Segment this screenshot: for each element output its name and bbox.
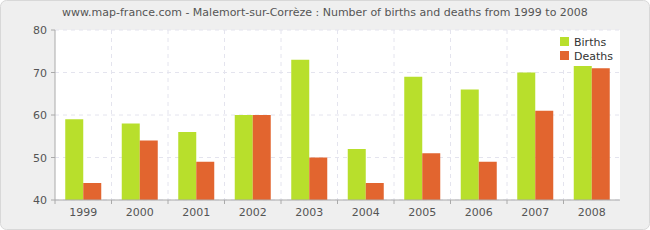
y-tick-label: 50 (33, 152, 47, 165)
background (1, 1, 650, 230)
x-tick (281, 200, 282, 204)
legend-label: Births (574, 36, 606, 49)
y-axis (55, 30, 56, 200)
bar (517, 73, 535, 201)
bar (309, 158, 327, 201)
bar (404, 77, 422, 200)
x-tick-label: 2005 (408, 206, 436, 219)
y-tick (51, 30, 55, 31)
legend-label: Deaths (574, 50, 613, 63)
legend-swatch (560, 51, 569, 60)
x-tick (337, 200, 338, 204)
bar (122, 124, 140, 201)
y-tick-label: 80 (33, 24, 47, 37)
x-tick (168, 200, 169, 204)
x-tick-label: 1999 (69, 206, 97, 219)
legend-swatch (560, 37, 569, 46)
bar (574, 64, 592, 200)
x-tick (507, 200, 508, 204)
bar (348, 149, 366, 200)
y-tick (51, 200, 55, 201)
title: www.map-france.com - Malemort-sur-Corrèz… (62, 6, 588, 19)
x-tick (563, 200, 564, 204)
x-tick (55, 200, 56, 204)
bar (253, 115, 271, 200)
y-tick (51, 115, 55, 116)
y-tick-label: 60 (33, 109, 47, 122)
bars (65, 60, 610, 200)
bar (196, 162, 214, 200)
bar (535, 111, 553, 200)
bar (479, 162, 497, 200)
bar (65, 119, 83, 200)
bar (366, 183, 384, 200)
bar (461, 90, 479, 201)
x-tick-label: 2006 (465, 206, 493, 219)
bar (83, 183, 101, 200)
x-tick (394, 200, 395, 204)
grid-line (55, 30, 620, 31)
x-tick-label: 2008 (578, 206, 606, 219)
x-tick (450, 200, 451, 204)
bar (178, 132, 196, 200)
chart-svg: www.map-france.com - Malemort-sur-Corrèz… (0, 0, 650, 230)
y-tick-label: 70 (33, 67, 47, 80)
y-tick (51, 157, 55, 158)
y-tick-label: 40 (33, 194, 47, 207)
chart-root: www.map-france.com - Malemort-sur-Corrèz… (0, 0, 650, 230)
x-tick (224, 200, 225, 204)
bar (592, 68, 610, 200)
x-tick-label: 2002 (239, 206, 267, 219)
x-tick-label: 2000 (126, 206, 154, 219)
bar (140, 141, 158, 201)
x-tick-label: 2007 (521, 206, 549, 219)
plot-area (55, 30, 620, 200)
x-tick (111, 200, 112, 204)
bar (235, 115, 253, 200)
bar (291, 60, 309, 200)
x-tick-label: 2004 (352, 206, 380, 219)
y-tick (51, 72, 55, 73)
x-tick-label: 2001 (182, 206, 210, 219)
x-tick-label: 2003 (295, 206, 323, 219)
bar (422, 153, 440, 200)
legend-box (554, 32, 616, 66)
